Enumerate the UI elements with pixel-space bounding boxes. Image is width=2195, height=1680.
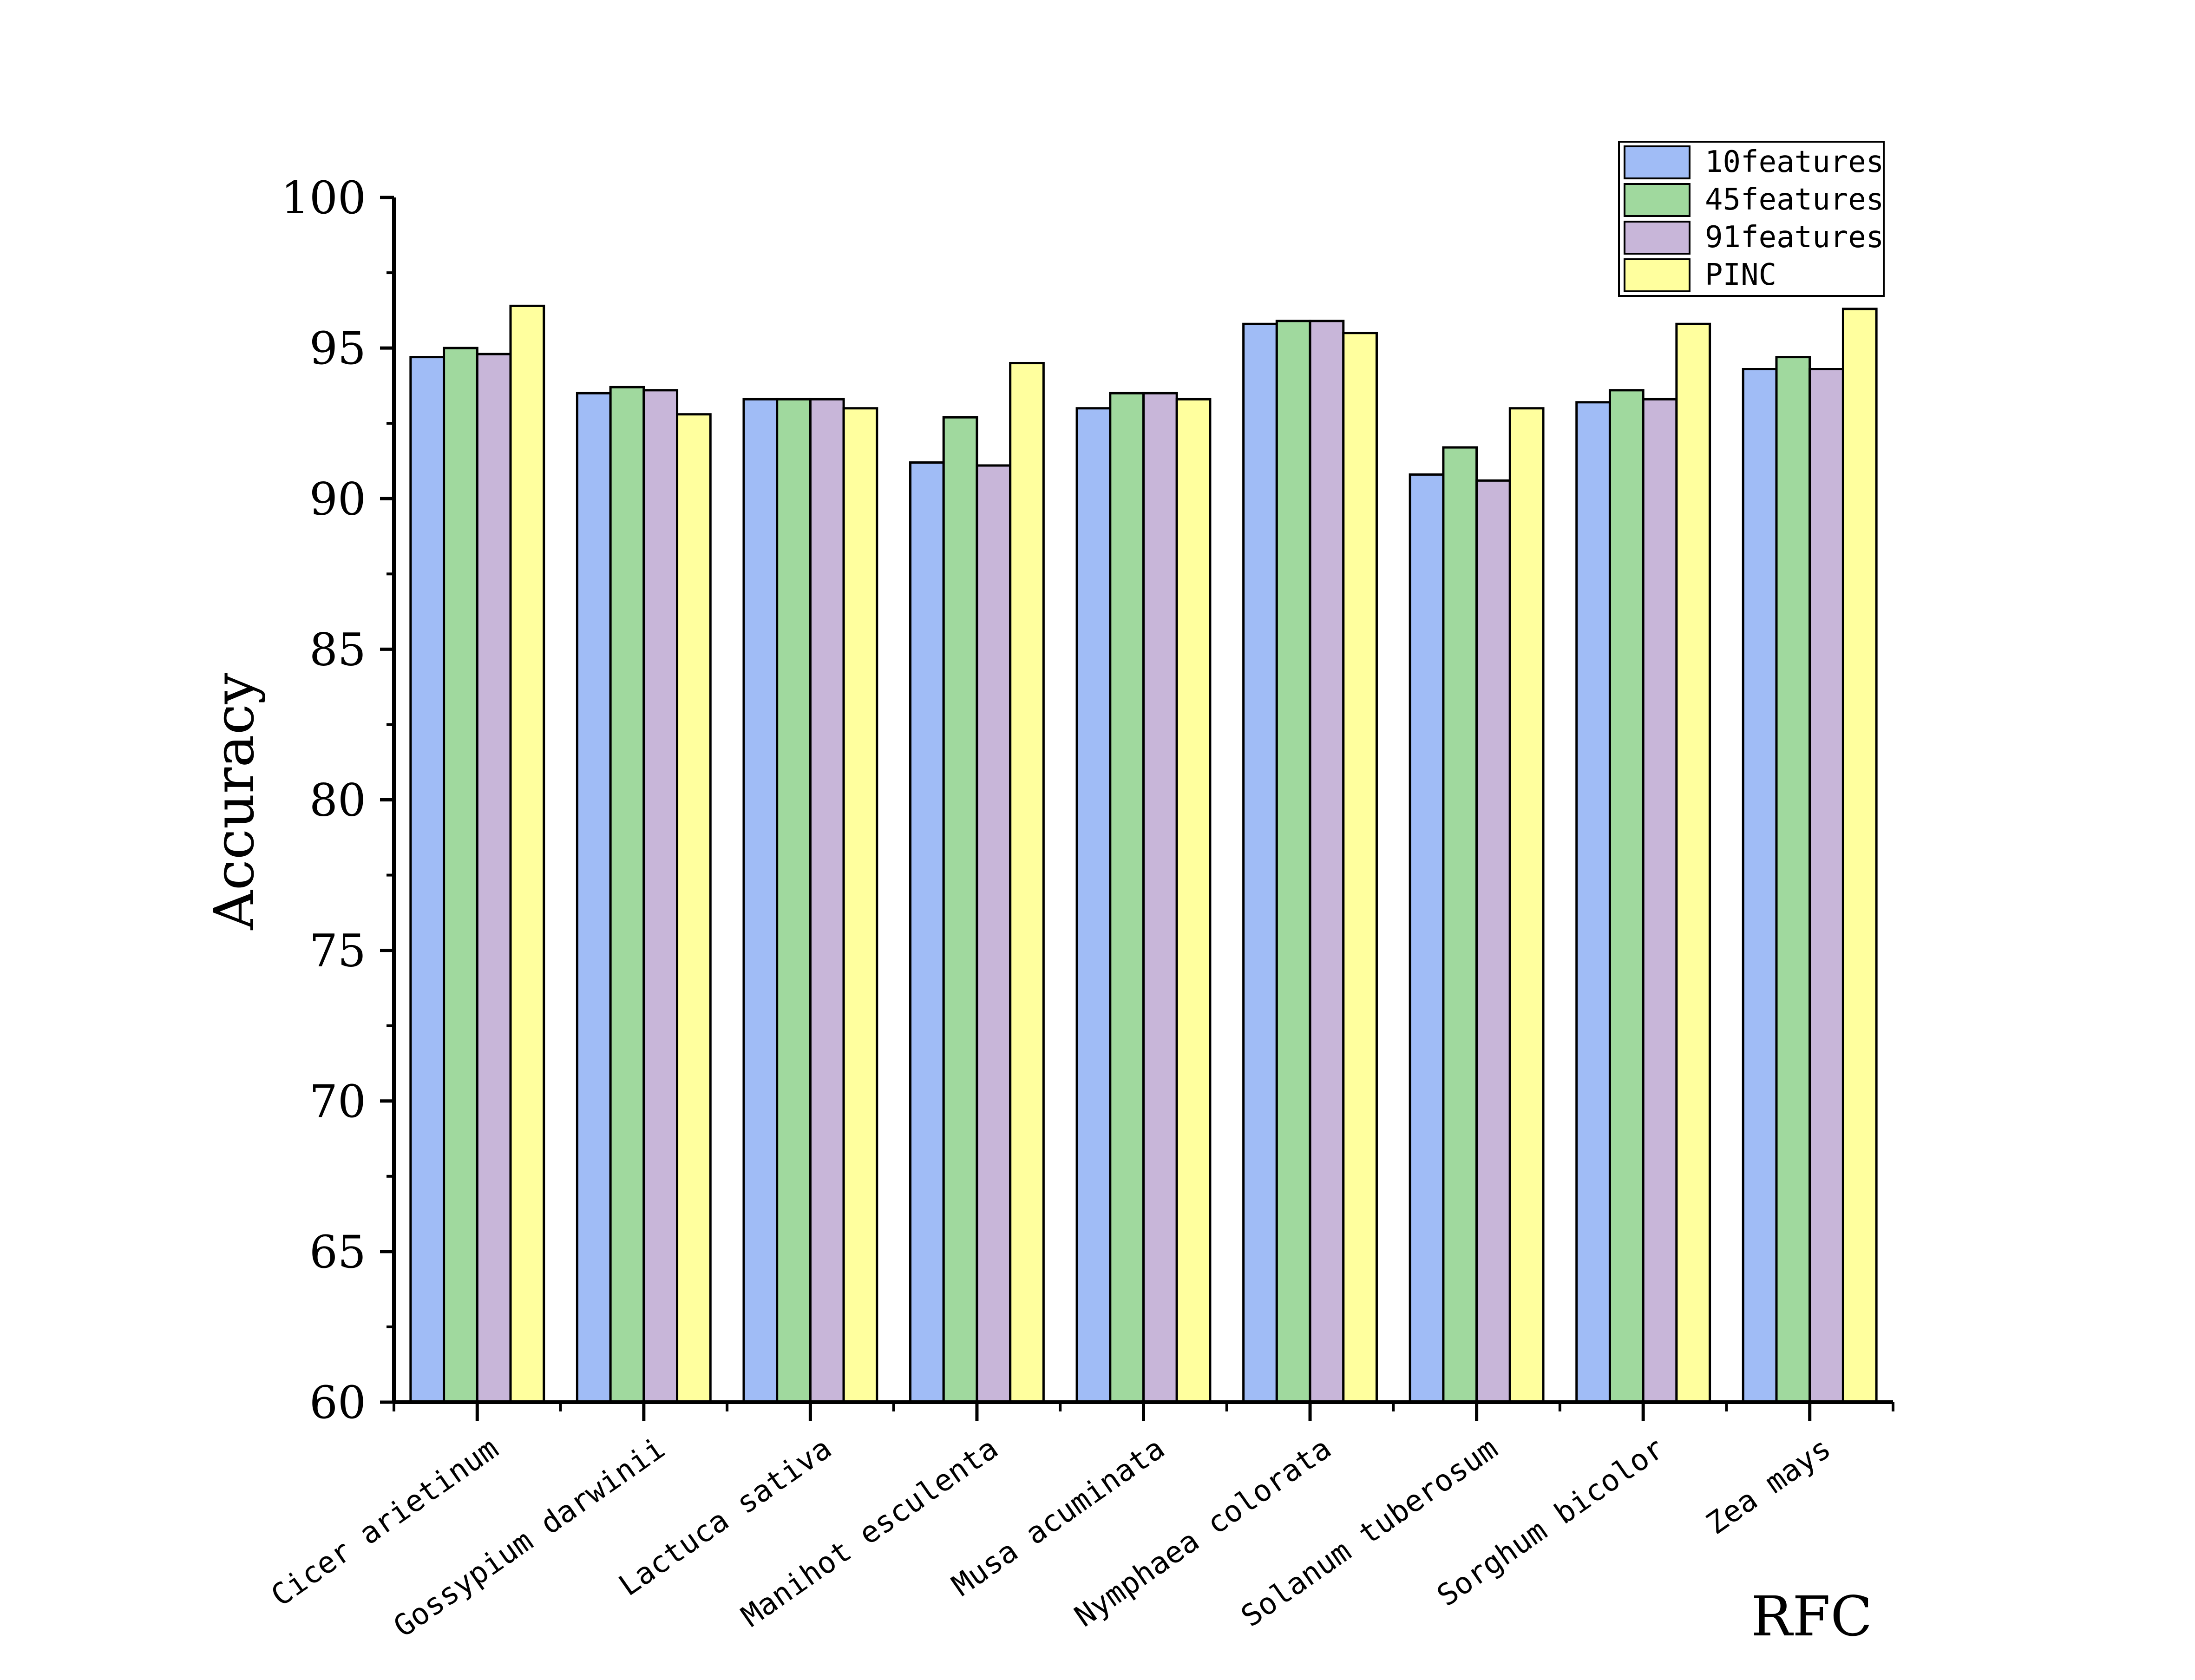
- bar-45features-4: [1109, 392, 1145, 1404]
- legend-swatch-10features: [1624, 145, 1690, 179]
- y-tick-label-85: 85: [309, 623, 366, 676]
- bar-10features-3: [909, 461, 945, 1404]
- legend-swatch-91features: [1624, 221, 1690, 255]
- bar-91features-5: [1309, 320, 1345, 1404]
- bar-PINC-6: [1508, 407, 1545, 1404]
- bar-10features-0: [409, 356, 446, 1404]
- bar-91features-2: [809, 398, 845, 1404]
- y-tick-label-90: 90: [309, 473, 366, 525]
- bar-45features-5: [1275, 320, 1311, 1404]
- bar-10features-4: [1075, 407, 1112, 1404]
- bar-45features-2: [776, 398, 812, 1404]
- bar-10features-1: [576, 392, 612, 1404]
- y-tick-label-65: 65: [309, 1226, 366, 1278]
- bar-91features-0: [476, 353, 512, 1404]
- bar-PINC-4: [1175, 398, 1212, 1404]
- bar-91features-1: [642, 389, 679, 1404]
- bar-45features-8: [1775, 356, 1811, 1404]
- bar-45features-0: [443, 347, 478, 1404]
- y-tick-label-100: 100: [281, 172, 366, 224]
- y-tick-label-80: 80: [309, 774, 366, 827]
- bar-PINC-0: [509, 304, 545, 1404]
- y-axis-title: Accuracy: [202, 673, 266, 930]
- bar-10features-8: [1742, 368, 1778, 1404]
- legend-swatch-PINC: [1624, 258, 1690, 292]
- bars-group: [409, 304, 1878, 1404]
- bar-45features-3: [942, 416, 978, 1404]
- bar-91features-6: [1475, 479, 1511, 1404]
- y-tick-label-70: 70: [309, 1076, 366, 1128]
- bar-PINC-5: [1342, 332, 1378, 1404]
- bar-45features-1: [609, 386, 645, 1404]
- y-tick-label-60: 60: [309, 1377, 366, 1429]
- bar-91features-4: [1142, 392, 1178, 1404]
- corner-label: RFC: [1751, 1584, 1872, 1648]
- bar-91features-7: [1642, 398, 1678, 1404]
- legend-label-91features: 91features: [1705, 220, 1884, 255]
- bar-PINC-2: [842, 407, 878, 1404]
- bar-45features-7: [1608, 389, 1645, 1404]
- y-tick-label-75: 75: [309, 925, 366, 977]
- y-tick-label-95: 95: [309, 322, 366, 374]
- legend-swatch-45features: [1624, 183, 1690, 217]
- ticks-group: 60 65 70 75 80 85 90 95 100: [281, 172, 1894, 1429]
- legend-label-45features: 45features: [1705, 183, 1884, 217]
- legend-label-PINC: PINC: [1705, 258, 1776, 292]
- bar-91features-8: [1808, 368, 1844, 1404]
- bar-PINC-7: [1675, 322, 1711, 1404]
- bar-PINC-3: [1009, 362, 1045, 1404]
- bar-PINC-1: [676, 413, 712, 1404]
- bar-10features-2: [742, 398, 779, 1404]
- bar-10features-6: [1409, 473, 1445, 1404]
- legend-label-10features: 10features: [1705, 145, 1884, 179]
- bar-91features-3: [976, 464, 1012, 1404]
- bar-45features-6: [1442, 446, 1478, 1404]
- category-label-8: Zea mays: [1700, 1431, 1837, 1541]
- bar-10features-7: [1575, 401, 1611, 1404]
- bar-PINC-8: [1841, 308, 1878, 1404]
- category-label-1: Gossypium darwinii: [387, 1431, 671, 1644]
- bar-10features-5: [1242, 322, 1278, 1404]
